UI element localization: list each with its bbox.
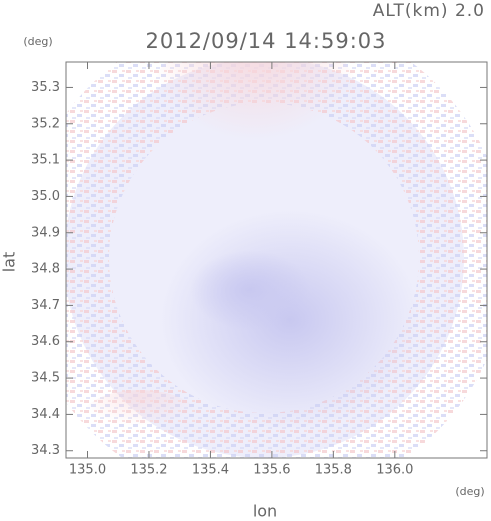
y-tick-label: 34.4 [31,407,60,422]
x-tick-label: 135.2 [130,463,167,478]
y-axis-label: lat [0,252,19,273]
plot-frame [65,61,488,459]
x-tick-label: 135.4 [192,463,229,478]
y-tick-label: 34.9 [31,225,60,240]
y-unit: (deg) [23,35,52,48]
y-tick-label: 35.2 [31,116,60,131]
y-tick-label: 35.1 [31,153,60,168]
y-tick-label: 34.7 [31,298,60,313]
y-tick-label: 34.5 [31,371,60,386]
y-tick-label: 35.0 [31,189,60,204]
y-tick-label: 35.3 [31,80,60,95]
x-tick-label: 135.0 [69,463,106,478]
y-tick-label: 34.3 [31,443,60,458]
y-tick-label: 34.8 [31,262,60,277]
y-tick-label: 34.6 [31,334,60,349]
chart-title: 2012/09/14 14:59:03 [145,29,386,53]
x-unit: (deg) [455,485,484,498]
x-tick-label: 135.6 [253,463,290,478]
x-axis-label: lon [253,502,277,521]
subtitle: ALT(km) 2.0 [373,1,485,21]
radar-image [66,62,487,458]
x-tick-label: 136.0 [376,463,413,478]
x-tick-label: 135.8 [315,463,352,478]
